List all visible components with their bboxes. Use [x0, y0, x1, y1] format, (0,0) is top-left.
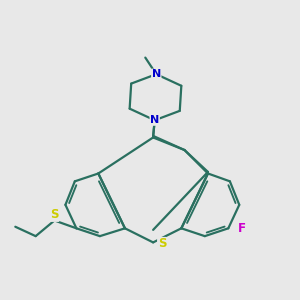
Text: S: S [158, 238, 166, 250]
Text: N: N [150, 115, 159, 125]
Text: F: F [238, 222, 245, 235]
Text: N: N [152, 69, 161, 79]
Text: S: S [50, 208, 59, 221]
